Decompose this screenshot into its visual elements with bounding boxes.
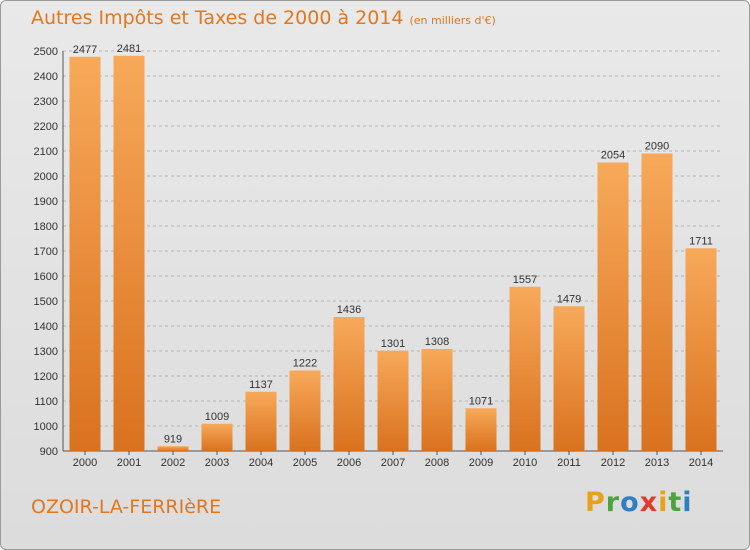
y-tick-label: 1400 <box>34 321 58 333</box>
bar <box>333 317 365 451</box>
bar-value-label: 1557 <box>513 274 537 286</box>
x-tick-label: 2002 <box>161 457 185 469</box>
bar <box>421 349 453 451</box>
bar <box>113 55 145 451</box>
bar-value-label: 2481 <box>117 43 141 55</box>
logo-letter: t <box>668 487 683 518</box>
proxiti-logo: Proxiti <box>585 487 693 518</box>
logo-letter: o <box>620 487 640 518</box>
bar-value-label: 2054 <box>601 150 625 162</box>
bar-value-label: 1071 <box>469 395 493 407</box>
bar-value-label: 919 <box>164 433 182 445</box>
logo-letter: x <box>639 487 659 518</box>
x-tick-label: 2013 <box>645 457 669 469</box>
bar <box>69 56 101 451</box>
bar <box>377 350 409 451</box>
axes: 900 1000 1100 1200 1300 1400 1500 1600 1700 1800 1… <box>34 46 723 469</box>
y-tick-label: 1900 <box>34 196 58 208</box>
bar <box>465 408 497 451</box>
bar-value-label: 1301 <box>381 338 405 350</box>
chart-title: Autres Impôts et Taxes de 2000 à 2014 (en… <box>31 7 496 29</box>
bar-value-label: 1436 <box>337 304 361 316</box>
y-tick-label: 2000 <box>34 171 58 183</box>
y-tick-label: 2300 <box>34 96 58 108</box>
x-tick-label: 2001 <box>117 457 141 469</box>
bars <box>69 55 717 451</box>
y-tick-label: 2500 <box>34 46 58 58</box>
y-tick-label: 900 <box>40 446 58 458</box>
y-tick-label: 2100 <box>34 146 58 158</box>
y-tick-label: 1000 <box>34 421 58 433</box>
y-tick-label: 1500 <box>34 296 58 308</box>
bar-value-label: 1479 <box>557 293 581 305</box>
x-tick-label: 2010 <box>513 457 537 469</box>
bar <box>245 391 277 451</box>
bar-value-label: 2090 <box>645 141 669 153</box>
x-tick-label: 2008 <box>425 457 449 469</box>
bar <box>157 446 189 451</box>
bar-value-label: 1308 <box>425 336 449 348</box>
x-tick-label: 2006 <box>337 457 361 469</box>
logo-letter: P <box>585 487 606 518</box>
x-tick-label: 2004 <box>249 457 273 469</box>
bar <box>641 153 673 451</box>
data-labels: 2477 2481 919 1009 1137 1222 1436 1301 1308 1071 1… <box>73 43 713 446</box>
chart-title-text: Autres Impôts et Taxes de 2000 à 2014 <box>31 7 404 29</box>
bar-value-label: 1137 <box>249 379 273 391</box>
bar-value-label: 1009 <box>205 411 229 423</box>
logo-letter: i <box>658 487 669 518</box>
x-tick-label: 2003 <box>205 457 229 469</box>
x-tick-label: 2000 <box>73 457 97 469</box>
x-tick-label: 2007 <box>381 457 405 469</box>
commune-name: OZOIR-LA-FERRIèRE <box>31 496 222 518</box>
x-tick-label: 2009 <box>469 457 493 469</box>
x-tick-label: 2014 <box>689 457 713 469</box>
y-tick-label: 1200 <box>34 371 58 383</box>
x-tick-label: 2005 <box>293 457 317 469</box>
bar-value-label: 2477 <box>73 44 97 56</box>
y-tick-label: 1800 <box>34 221 58 233</box>
y-tick-label: 1700 <box>34 246 58 258</box>
x-tick-label: 2011 <box>557 457 581 469</box>
y-tick-label: 1600 <box>34 271 58 283</box>
chart-unit: (en milliers d'€) <box>409 14 496 27</box>
y-tick-label: 1300 <box>34 346 58 358</box>
bar <box>201 423 233 451</box>
bar <box>509 286 541 451</box>
bar <box>553 306 585 451</box>
logo-letter: i <box>682 487 693 518</box>
y-tick-label: 2200 <box>34 121 58 133</box>
y-tick-label: 2400 <box>34 71 58 83</box>
bar-value-label: 1222 <box>293 358 317 370</box>
bar <box>597 162 629 451</box>
bar <box>289 370 321 451</box>
x-tick-label: 2012 <box>601 457 625 469</box>
y-tick-label: 1100 <box>34 396 58 408</box>
bar <box>685 248 717 451</box>
bar-value-label: 1711 <box>689 235 713 247</box>
logo-letter: r <box>605 487 621 518</box>
